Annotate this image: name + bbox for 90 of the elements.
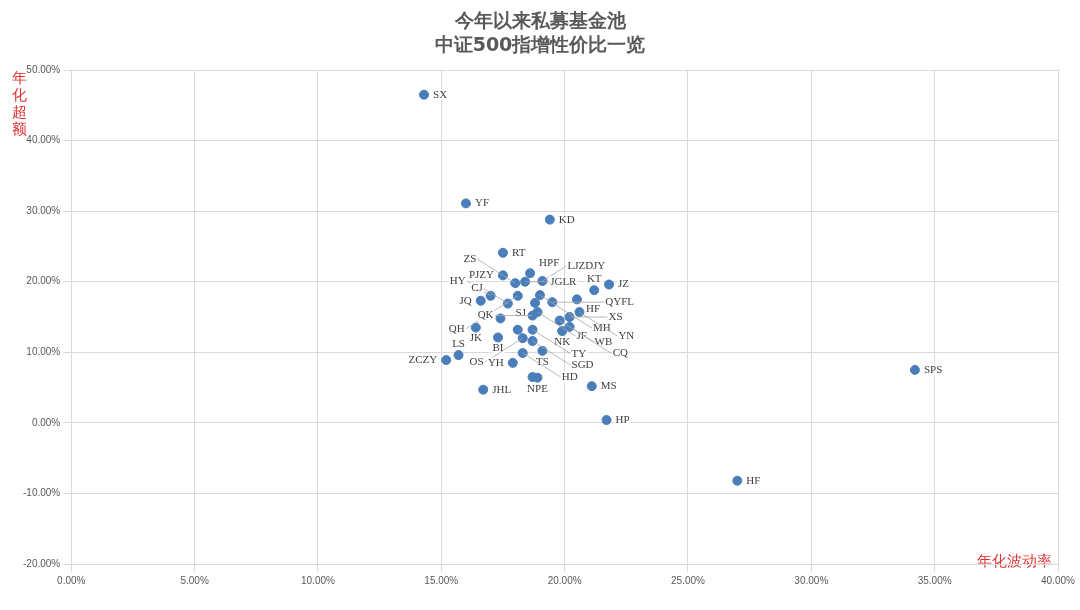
point: [520, 276, 531, 287]
point: [544, 214, 555, 225]
annotation: ZCZY: [408, 352, 438, 365]
annotation: KD: [558, 212, 575, 225]
annotation: RT: [511, 245, 526, 258]
point: [441, 355, 452, 366]
x-tick-label: 30.00%: [794, 574, 829, 586]
x-tick-label: 0.00%: [57, 574, 86, 586]
annotation: QYFL: [605, 295, 635, 308]
y-tick-label: -20.00%: [23, 557, 61, 569]
point: [601, 415, 612, 426]
point: [732, 475, 743, 486]
chart-subtitle: 中证500指增性价比一览: [433, 32, 647, 56]
annotation: YF: [474, 196, 490, 209]
x-tick-label: 5.00%: [180, 574, 209, 586]
x-tick-label: 40.00%: [1041, 574, 1076, 586]
annotation: HF: [746, 473, 761, 486]
point: [493, 332, 504, 343]
x-tick-label: 25.00%: [671, 574, 706, 586]
annotation: OS: [469, 355, 484, 368]
annotation: JHL: [492, 382, 512, 395]
annotation: CQ: [612, 346, 629, 359]
x-tick-label: 35.00%: [917, 574, 952, 586]
point: [453, 350, 464, 361]
annotation: NK: [554, 335, 571, 347]
x-tick-label: 15.00%: [424, 574, 459, 586]
annotation: YN: [618, 328, 635, 341]
x-tick-label: 10.00%: [300, 574, 335, 586]
y-tick-label: 40.00%: [26, 134, 61, 146]
point: [419, 89, 430, 100]
annotation: SGD: [571, 357, 594, 370]
annotation: HP: [615, 412, 630, 425]
point: [475, 295, 486, 306]
annotation: CJ: [471, 281, 484, 294]
annotation: HPF: [539, 256, 560, 269]
y-tick-label: 10.00%: [26, 346, 61, 358]
annotation: JK: [469, 331, 482, 344]
annotation: MS: [600, 379, 617, 392]
point: [527, 335, 538, 346]
annotation: XS: [608, 309, 623, 322]
point: [525, 268, 536, 279]
point: [909, 364, 920, 375]
annotation: WB: [594, 334, 613, 347]
point: [507, 357, 518, 368]
annotation: JF: [576, 328, 587, 341]
point: [527, 310, 538, 321]
point: [589, 285, 600, 296]
annotation: KT: [586, 272, 602, 285]
annotation: HY: [449, 273, 466, 286]
annotation: TS: [536, 354, 549, 367]
annotation: SPS: [923, 362, 943, 375]
point: [510, 278, 521, 289]
annotation: JQ: [459, 293, 472, 306]
annotation: HF: [585, 302, 601, 315]
annotation: ZS: [463, 252, 477, 265]
point: [460, 198, 471, 209]
annotation: JZ: [618, 277, 630, 290]
annotation: HD: [561, 369, 578, 382]
point: [527, 324, 538, 335]
y-tick-label: -10.00%: [23, 487, 61, 499]
y-tick-label: 50.00%: [26, 63, 61, 75]
annotation: SX: [433, 87, 448, 100]
point: [517, 347, 528, 358]
point: [604, 279, 615, 290]
point: [512, 324, 523, 335]
annotation: BI: [492, 341, 504, 354]
point: [530, 297, 541, 308]
chart-title: 今年以来私募基金池: [453, 8, 627, 32]
point: [478, 384, 489, 395]
annotation: LS: [452, 337, 465, 349]
annotation: YH: [487, 355, 504, 368]
annotation: LJZDJY: [567, 258, 606, 271]
point: [470, 322, 481, 333]
annotation: MH: [592, 321, 611, 334]
y-tick-label: 0.00%: [31, 416, 61, 428]
annotation: QH: [448, 321, 465, 334]
annotation: JGLR: [550, 274, 578, 287]
point: [554, 315, 565, 326]
annotation: SJ: [515, 305, 527, 318]
point: [517, 333, 528, 344]
y-tick-label: 30.00%: [26, 204, 61, 216]
annotation: QK: [477, 308, 494, 321]
y-axis-title: 年化超额: [12, 69, 27, 138]
annotation: TY: [571, 346, 587, 359]
point: [497, 247, 508, 258]
annotation: NPE: [527, 381, 549, 394]
x-tick-label: 20.00%: [547, 574, 582, 586]
point: [586, 381, 597, 392]
y-tick-label: 20.00%: [26, 275, 61, 287]
annotation: PJZY: [468, 268, 495, 281]
